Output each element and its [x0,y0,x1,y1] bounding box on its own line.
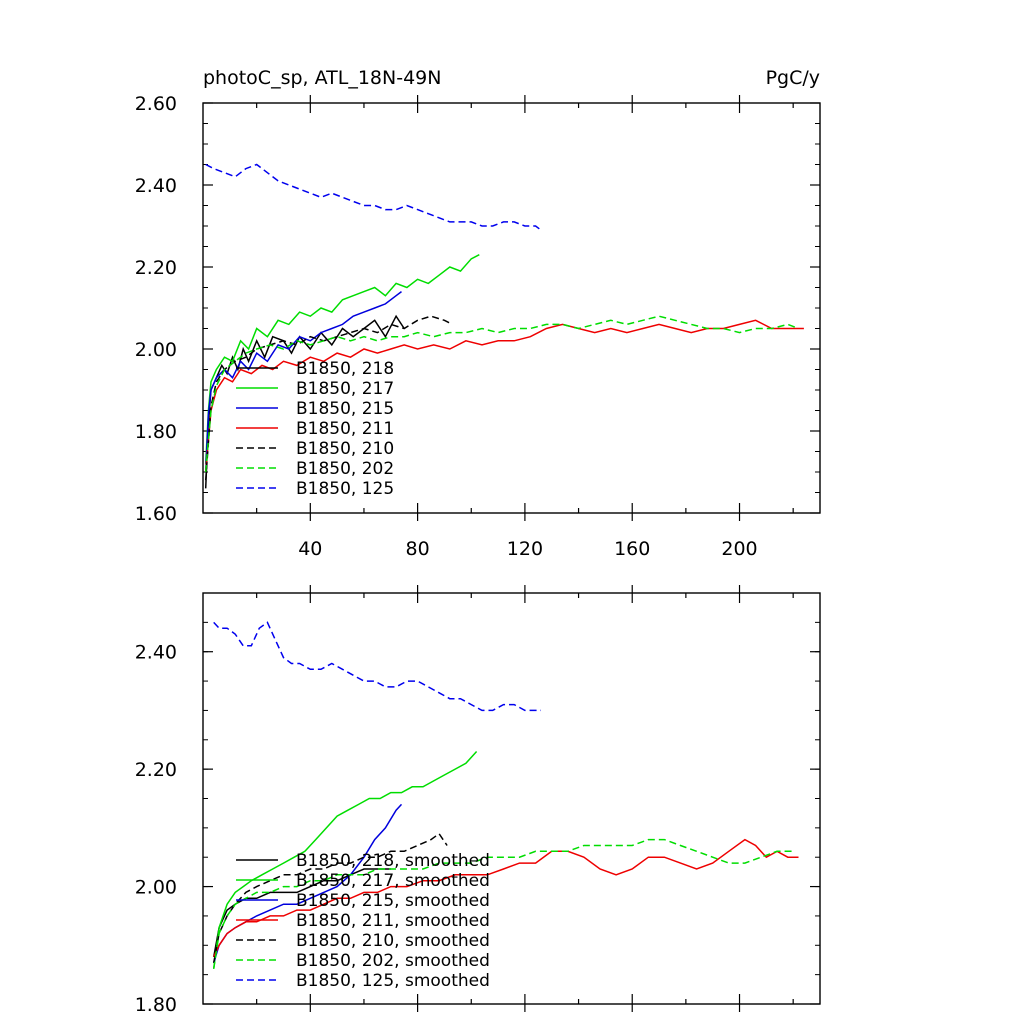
top-legend-label-6: B1850, 125 [296,479,394,499]
bottom-legend-label-4: B1850, 210, smoothed [296,931,490,951]
top-ytick-label: 2.00 [135,339,177,361]
bottom-series-line-1 [212,750,478,969]
top-ytick-label: 1.60 [135,503,177,525]
bottom-legend-label-6: B1850, 125, smoothed [296,971,490,991]
top-series-line-1 [204,254,480,464]
bottom-legend-label-3: B1850, 211, smoothed [296,911,490,931]
top-ytick-label: 2.20 [135,257,177,279]
top-ytick-label: 2.40 [135,175,177,197]
bottom-ytick-label: 2.00 [135,877,177,899]
top-legend-label-2: B1850, 215 [296,399,394,419]
bottom-ytick-label: 2.20 [135,759,177,781]
top-series-line-3 [204,319,804,473]
chart-title: photoC_sp, ATL_18N-49N [203,67,441,89]
top-xtick-label: 120 [507,538,543,560]
bottom-ytick-label: 2.40 [135,642,177,664]
bottom-ytick-label: 1.80 [135,994,177,1016]
top-legend-label-4: B1850, 210 [296,439,394,459]
bottom-legend-label-0: B1850, 218, smoothed [296,851,490,871]
top-legend-label-0: B1850, 218 [296,359,394,379]
top-legend-label-1: B1850, 217 [296,379,394,399]
bottom-series-line-0 [212,868,391,958]
bottom-legend-label-5: B1850, 202, smoothed [296,951,490,971]
bottom-series-line-6 [213,621,541,712]
bottom-legend-label-1: B1850, 217, smoothed [296,871,490,891]
top-xtick-label: 200 [721,538,757,560]
top-xtick-label: 160 [614,538,650,560]
bottom-series-line-5 [212,838,794,969]
bottom-panel: 1.802.002.202.40 B1850, 218, smoothedB18… [135,585,821,1016]
top-series-line-2 [204,291,402,473]
chart-units: PgC/y [766,67,820,89]
top-xtick-label: 80 [406,538,430,560]
top-series-line-5 [204,315,799,473]
top-ytick-label: 1.80 [135,421,177,443]
top-series-line-6 [205,163,542,231]
top-xtick-label: 40 [298,538,322,560]
top-legend-label-3: B1850, 211 [296,419,394,439]
top-ytick-label: 2.60 [135,93,177,115]
top-legend-label-5: B1850, 202 [296,459,394,479]
bottom-legend-label-2: B1850, 215, smoothed [296,891,490,911]
top-series-line-0 [204,314,405,489]
bottom-series-line-3 [213,838,799,958]
top-panel: photoC_sp, ATL_18N-49N PgC/y 1.60 1.80 2.0… [135,67,821,560]
